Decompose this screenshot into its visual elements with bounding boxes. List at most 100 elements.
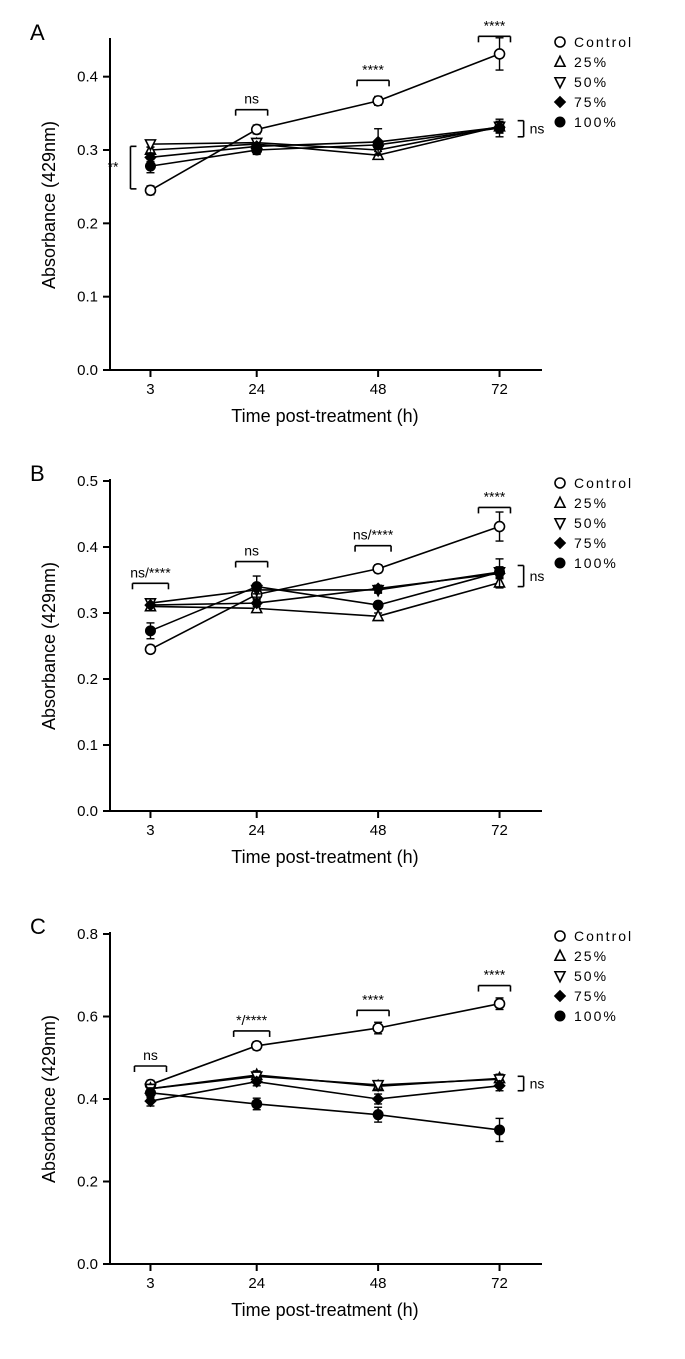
x-axis-title: Time post-treatment (h) [231, 406, 418, 426]
ytick-label: 0.2 [77, 671, 98, 688]
marker-100% [252, 145, 262, 155]
sig-annotation: **** [484, 17, 506, 33]
marker-Control [145, 644, 155, 654]
ytick-label: 0.8 [77, 926, 98, 943]
legend-label: 50% [574, 74, 608, 90]
marker-100% [145, 161, 155, 171]
ytick-label: 0.3 [77, 605, 98, 622]
marker-75% [373, 1094, 384, 1105]
legend-marker-Control [555, 37, 565, 47]
legend-label: 25% [574, 948, 608, 964]
panel-C: C 0.0 0.2 0.4 0.6 0.8 3 24 48 72 Time post-treatme… [0, 906, 685, 1359]
ytick-label: 0.0 [77, 803, 98, 820]
sig-annotation: **** [362, 61, 384, 77]
xtick-label: 48 [370, 381, 387, 398]
legend-marker-100% [555, 558, 565, 568]
legend-marker-25% [555, 950, 565, 960]
legend-marker-50% [555, 972, 565, 982]
marker-Control [495, 999, 505, 1009]
sig-annotation: ns/**** [130, 564, 171, 580]
ytick-label: 0.4 [77, 539, 98, 556]
sig-annotation: ns [530, 121, 545, 137]
legend-label: Control [574, 34, 633, 50]
sig-annotation: **** [484, 488, 506, 504]
xtick-label: 24 [248, 1275, 265, 1292]
sig-annotation: ns [143, 1047, 158, 1063]
marker-100% [373, 600, 383, 610]
xtick-label: 24 [248, 822, 265, 839]
series-line-75% [150, 127, 499, 157]
legend-marker-Control [555, 931, 565, 941]
legend-marker-75% [555, 991, 566, 1002]
ytick-label: 0.5 [77, 473, 98, 490]
legend-label: 25% [574, 495, 608, 511]
marker-100% [373, 140, 383, 150]
ytick-label: 0.1 [77, 737, 98, 754]
sig-annotation: ns [244, 543, 259, 559]
sig-annotation: **** [484, 967, 506, 983]
legend-label: 25% [574, 54, 608, 70]
panel-B: B0.00.10.20.30.40.53244872Time post-trea… [0, 453, 685, 906]
panel-label-C: C [30, 914, 46, 940]
legend-marker-75% [555, 538, 566, 549]
series-line-25% [150, 583, 499, 617]
marker-100% [495, 567, 505, 577]
panel-A: A0.00.10.20.30.43244872Time post-treatme… [0, 0, 685, 453]
series-line-25% [150, 127, 499, 156]
legend-marker-25% [555, 56, 565, 66]
marker-Control [373, 564, 383, 574]
chart-C: 0.0 0.2 0.4 0.6 0.8 3 24 48 72 Time post-treatmen… [0, 906, 685, 1359]
ytick-label: 0.2 [77, 1174, 98, 1191]
legend-label: 50% [574, 968, 608, 984]
xtick-label: 3 [146, 1275, 154, 1292]
legend-marker-Control [555, 478, 565, 488]
legend-marker-100% [555, 117, 565, 127]
sig-annotation: ns [244, 91, 259, 107]
legend-label: 75% [574, 535, 608, 551]
xtick-label: 72 [491, 1275, 508, 1292]
xtick-label: 3 [146, 822, 154, 839]
sig-annotation: **** [362, 991, 384, 1007]
legend-label: 100% [574, 1008, 618, 1024]
series-line-100% [150, 1093, 499, 1130]
ytick-label: 0.1 [77, 289, 98, 306]
sig-annotation: ns [530, 568, 545, 584]
series-line-50% [150, 572, 499, 603]
xtick-label: 72 [491, 381, 508, 398]
series-line-Control [150, 527, 499, 650]
legend-label: 75% [574, 988, 608, 1004]
marker-Control [252, 1041, 262, 1051]
series-line-Control [150, 1004, 499, 1085]
chart-B: 0.00.10.20.30.40.53244872Time post-treat… [0, 453, 685, 906]
marker-100% [145, 1088, 155, 1098]
sig-annotation: ns/**** [353, 527, 394, 543]
ytick-label: 0.4 [77, 1091, 98, 1108]
ytick-label: 0.2 [77, 215, 98, 232]
x-axis-title: Time post-treatment (h) [231, 847, 418, 867]
xtick-label: 3 [146, 381, 154, 398]
marker-100% [145, 626, 155, 636]
legend-marker-50% [555, 519, 565, 529]
figure-root: A 0.0 0.1 0.2 0.3 0.4 3 24 48 72 Time post-treatme… [0, 0, 685, 1359]
ytick-label: 0.0 [77, 1256, 98, 1273]
panel-label-A: A [30, 20, 45, 46]
legend-label: Control [574, 475, 633, 491]
x-axis-title: Time post-treatment (h) [231, 1300, 418, 1320]
xtick-label: 48 [370, 1275, 387, 1292]
marker-Control [495, 49, 505, 59]
marker-100% [252, 582, 262, 592]
y-axis-title: Absorbance (429nm) [39, 121, 59, 289]
xtick-label: 72 [491, 822, 508, 839]
sig-annotation: */**** [236, 1012, 268, 1028]
legend-label: 50% [574, 515, 608, 531]
legend-label: 100% [574, 114, 618, 130]
marker-Control [373, 96, 383, 106]
chart-A: 0.00.10.20.30.43244872Time post-treatmen… [0, 0, 685, 453]
y-axis-title: Absorbance (429nm) [39, 562, 59, 730]
sig-annotation: ns [530, 1076, 545, 1092]
legend-label: Control [574, 928, 633, 944]
legend-label: 100% [574, 555, 618, 571]
legend-label: 75% [574, 94, 608, 110]
ytick-label: 0.6 [77, 1009, 98, 1026]
series-line-Control [150, 54, 499, 190]
